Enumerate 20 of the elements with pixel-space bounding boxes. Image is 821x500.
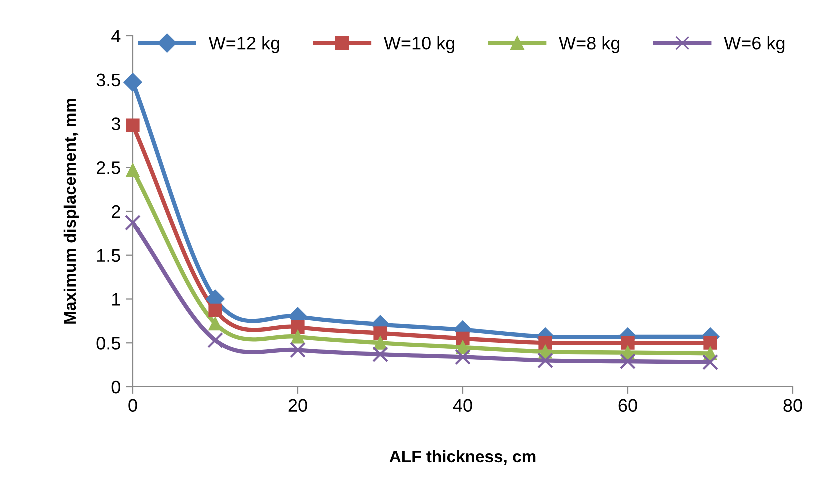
x-tick-label: 40 bbox=[453, 399, 472, 412]
x-tick-label: 80 bbox=[784, 399, 802, 412]
x-tick-label: 60 bbox=[618, 399, 638, 412]
y-axis-title: Maximum displacement, mm bbox=[64, 99, 80, 324]
x-axis-title: ALF thickness, cm bbox=[390, 450, 536, 466]
y-tick-label: 1 bbox=[112, 293, 120, 306]
y-tick-label: 2 bbox=[112, 205, 120, 218]
y-tick-label: 3 bbox=[112, 118, 120, 130]
legend-label: W=6 kg bbox=[724, 36, 785, 54]
x-tick-label: 20 bbox=[288, 399, 308, 412]
legend-label: W=8 kg bbox=[559, 36, 620, 54]
y-tick-label: 2.5 bbox=[97, 162, 120, 174]
y-tick-label: 1.5 bbox=[97, 249, 120, 262]
x-tick-label: 0 bbox=[128, 399, 138, 412]
legend-label: W=12 kg bbox=[208, 36, 280, 54]
y-tick-label: 0 bbox=[112, 380, 120, 394]
y-tick-label: 0.5 bbox=[96, 337, 120, 350]
y-tick-label: 3.5 bbox=[96, 74, 120, 87]
legend-label: W=10 kg bbox=[384, 36, 455, 54]
y-tick-label: 4 bbox=[112, 30, 121, 43]
